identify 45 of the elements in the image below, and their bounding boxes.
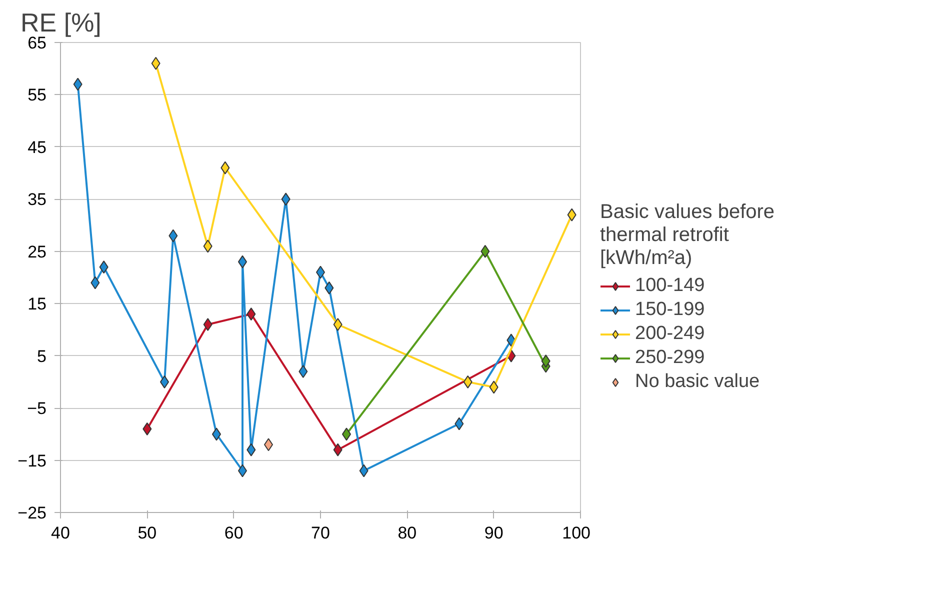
x-tick-label: 80	[398, 524, 417, 542]
point	[99, 260, 108, 274]
point	[168, 229, 178, 242]
y-tick-label: −15	[18, 451, 47, 470]
point	[142, 422, 152, 436]
y-tick-label: −5	[27, 399, 47, 418]
x-tick-label: 60	[224, 524, 244, 542]
point	[480, 244, 490, 258]
point	[333, 443, 342, 456]
point	[333, 318, 342, 331]
y-tick-label: 55	[28, 86, 47, 105]
point	[489, 380, 498, 394]
point	[324, 281, 334, 294]
point	[220, 161, 230, 174]
point	[246, 308, 256, 321]
legend-label: No basic value	[635, 370, 760, 392]
legend-label: 150-199	[635, 298, 705, 320]
point	[90, 276, 100, 290]
point	[463, 375, 472, 388]
point	[541, 354, 550, 368]
x-tick-label: 90	[484, 524, 504, 542]
point	[151, 56, 160, 70]
point	[246, 443, 256, 456]
point	[203, 240, 212, 253]
point	[203, 318, 212, 331]
legend-title: Basic values before thermal retrofit [kWh/m²a)	[600, 200, 775, 270]
y-tick-label: 15	[28, 294, 47, 314]
x-tick-label: 70	[311, 524, 330, 542]
x-tick-label: 50	[138, 524, 157, 542]
legend-label: 250-299	[635, 346, 705, 368]
y-tick-label: 35	[28, 190, 47, 210]
point	[281, 192, 290, 206]
y-tick-label: −25	[18, 504, 47, 522]
y-tick-label: 25	[28, 242, 47, 262]
point	[298, 365, 308, 378]
point	[359, 464, 368, 478]
y-tick-label: 5	[37, 346, 47, 366]
x-tick-label: 100	[562, 524, 591, 542]
point	[567, 208, 576, 222]
point	[454, 417, 464, 430]
x-tick-label: 40	[51, 524, 70, 542]
y-tick-label: 45	[28, 138, 47, 157]
legend-label: 200-249	[635, 322, 705, 344]
legend-label: 100-149	[635, 274, 705, 296]
point	[73, 78, 82, 91]
